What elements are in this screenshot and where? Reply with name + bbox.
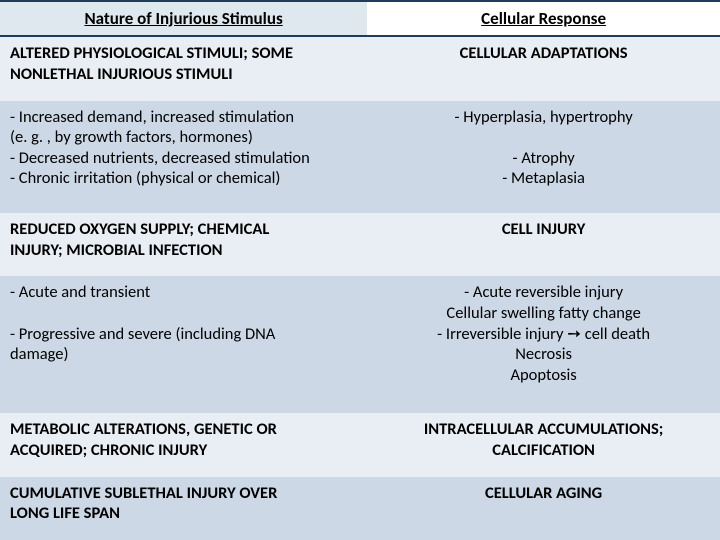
cell-right: - Hyperplasia, hypertrophy - Atrophy- Me… — [367, 101, 720, 213]
table-row: REDUCED OXYGEN SUPPLY; CHEMICALINJURY; M… — [0, 213, 720, 276]
stimulus-response-table: Nature of Injurious Stimulus Cellular Re… — [0, 0, 720, 540]
table-row: ALTERED PHYSIOLOGICAL STIMULI; SOMENONLE… — [0, 36, 720, 101]
table-row: - Increased demand, increased stimulatio… — [0, 101, 720, 213]
table-body: ALTERED PHYSIOLOGICAL STIMULI; SOMENONLE… — [0, 36, 720, 540]
table-row: CUMULATIVE SUBLETHAL INJURY OVERLONG LIF… — [0, 477, 720, 540]
cell-right: CELLULAR ADAPTATIONS — [367, 36, 720, 101]
cell-left: ALTERED PHYSIOLOGICAL STIMULI; SOMENONLE… — [0, 36, 367, 101]
header-left-text: Nature of Injurious Stimulus — [84, 8, 282, 29]
cell-left: REDUCED OXYGEN SUPPLY; CHEMICALINJURY; M… — [0, 213, 367, 276]
header-right: Cellular Response — [367, 1, 720, 36]
table-row: - Acute and transient - Progressive and … — [0, 276, 720, 413]
header-right-text: Cellular Response — [481, 8, 606, 29]
cell-right: - Acute reversible injuryCellular swelli… — [367, 276, 720, 413]
table-row: METABOLIC ALTERATIONS, GENETIC ORACQUIRE… — [0, 413, 720, 476]
table-header-row: Nature of Injurious Stimulus Cellular Re… — [0, 1, 720, 36]
cell-left: - Acute and transient - Progressive and … — [0, 276, 367, 413]
cell-right: CELL INJURY — [367, 213, 720, 276]
cell-right: INTRACELLULAR ACCUMULATIONS;CALCIFICATIO… — [367, 413, 720, 476]
cell-left: CUMULATIVE SUBLETHAL INJURY OVERLONG LIF… — [0, 477, 367, 540]
header-left: Nature of Injurious Stimulus — [0, 1, 367, 36]
cell-left: METABOLIC ALTERATIONS, GENETIC ORACQUIRE… — [0, 413, 367, 476]
cell-left: - Increased demand, increased stimulatio… — [0, 101, 367, 213]
cell-right: CELLULAR AGING — [367, 477, 720, 540]
